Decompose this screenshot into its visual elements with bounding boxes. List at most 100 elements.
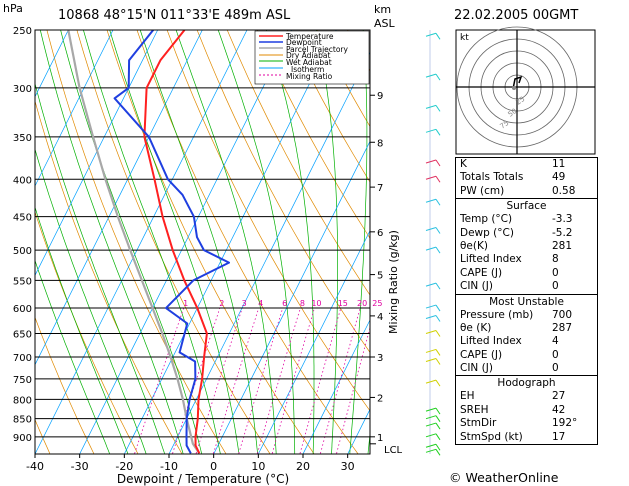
series-parcel-trajectory [67, 30, 201, 454]
isotherm-line [168, 51, 370, 454]
wind-barb-flag [435, 129, 441, 136]
wind-barb [425, 433, 437, 438]
height-tick-label: 9 [377, 91, 383, 102]
station-title: 10868 48°15'N 011°33'E 489m ASL [58, 8, 291, 23]
wind-barb-flag [435, 358, 441, 365]
stat-row: Temp (°C) -3.3 [460, 213, 573, 226]
plot-frame [34, 29, 371, 455]
wind-barb-flag [435, 227, 441, 234]
pressure-tick-label: 800 [13, 395, 32, 406]
wet-adiabat-line [175, 30, 277, 454]
wind-barb-flag [435, 422, 441, 430]
wind-barb-flag [435, 415, 441, 422]
isotherm-line [35, 30, 114, 187]
legend-dewpoint: Dewpoint [286, 38, 322, 47]
pressure-tick-label: 700 [13, 353, 32, 364]
wind-barb-flag [435, 349, 441, 356]
wind-barb [425, 422, 437, 427]
height-tick-label: 5 [377, 271, 383, 282]
mixing-ratio-tick-label: 4 [258, 299, 263, 308]
x-tick-label: -10 [160, 460, 178, 473]
wind-barb [425, 159, 437, 164]
height-tick-label: 6 [377, 228, 383, 239]
hodograph-ring-label-25: 25 [515, 95, 527, 107]
wet-adiabat-line [217, 30, 296, 454]
mixing-ratio-tick-label: 6 [282, 299, 287, 308]
wind-barb [425, 198, 437, 203]
stat-row: Totals Totals 49 [460, 171, 566, 184]
wind-barb [425, 104, 437, 109]
mixing-ratio-axis-title: Mixing Ratio (g/kg) [387, 230, 400, 334]
wet-adiabat-line [39, 30, 184, 454]
pressure-tick-label: 600 [13, 304, 32, 315]
wind-barb-flag [435, 282, 441, 290]
x-tick-label: 20 [296, 460, 310, 473]
stat-row: θe(K) 281 [460, 239, 573, 252]
wet-adiabat-line [265, 30, 315, 454]
dry-adiabat-line [0, 30, 6, 454]
isotherm-line [35, 30, 158, 277]
x-tick-label: -40 [26, 460, 44, 473]
pressure-tick-label: 450 [13, 213, 32, 224]
wind-barb-flag [435, 159, 441, 167]
pressure-tick-label: 550 [13, 276, 32, 287]
mixing-ratio-tick-label: 25 [372, 299, 382, 308]
isotherm-line [257, 229, 370, 454]
height-tick-label: 1 [377, 433, 383, 444]
dry-adiabat-line [618, 30, 629, 454]
x-tick-label: -20 [115, 460, 133, 473]
hodograph-unit: kt [460, 33, 469, 43]
wind-barb [425, 443, 437, 448]
wind-barb-flag [435, 246, 441, 254]
dry-adiabat-line [226, 30, 370, 296]
hodograph-frame [455, 29, 596, 155]
legend-parcel: Parcel Trajectory [286, 45, 348, 54]
dry-adiabat-line [106, 30, 315, 454]
stat-row: Lifted Index 4 [460, 335, 559, 348]
series-dewpoint [113, 30, 230, 454]
wind-barb-flag [435, 407, 441, 415]
wind-barb [425, 128, 437, 133]
wind-barb [425, 314, 437, 319]
stat-row: Dewp (°C) -5.2 [460, 226, 573, 239]
datetime-label: 22.02.2005 00GMT [454, 8, 578, 23]
x-tick-label: 30 [341, 460, 355, 473]
dry-adiabat-line [286, 30, 370, 183]
stat-row: Lifted Index 8 [460, 253, 559, 266]
mixing-ratio-tick-label: 10 [311, 299, 321, 308]
copyright-label: © WeatherOnline [449, 470, 559, 485]
hodograph-ring-label-50: 50 [507, 107, 519, 119]
isotherm-line [35, 30, 203, 366]
wind-barb-flag [435, 105, 441, 112]
isotherm-line [35, 30, 69, 98]
wind-barb-flag [435, 433, 441, 441]
stats-table: K 11 Totals Totals 49 PW (cm) 0.58 Surface … [455, 157, 598, 446]
wet-adiabat-line [35, 148, 147, 454]
stat-row: PW (cm) 0.58 [460, 184, 576, 197]
wet-adiabat-line [349, 30, 368, 454]
mixing-ratio-line [336, 326, 370, 454]
stat-row: CAPE (J) 0 [460, 266, 559, 279]
hodograph-ring-label-75: 75 [499, 119, 511, 131]
legend-mixing-ratio: Mixing Ratio [286, 72, 333, 81]
wind-barb [425, 227, 437, 231]
wind-barb-flag [435, 33, 441, 40]
height-tick-label: 7 [377, 183, 383, 194]
pressure-tick-label: 300 [13, 84, 32, 95]
wind-barb [425, 348, 437, 353]
legend-wet-adiabat: Wet Adiabat [286, 58, 332, 67]
legend: Temperature Dewpoint Parcel Trajectory D… [254, 30, 370, 85]
mixing-ratio-line [319, 307, 361, 454]
wind-barb-flag [435, 304, 441, 312]
stat-row: SREH 42 [460, 403, 566, 416]
mixing-ratio-tick-label: 8 [300, 299, 305, 308]
stat-row: CIN (J) 0 [460, 280, 559, 293]
pressure-tick-label: 250 [13, 26, 32, 37]
wind-barb-flag [435, 73, 441, 81]
pressure-tick-label: 400 [13, 175, 32, 186]
hodograph-trace [512, 75, 523, 90]
section-title-most-unstable: Most Unstable [456, 293, 597, 309]
dry-adiabat-line [35, 99, 183, 454]
height-tick-label: 3 [377, 353, 383, 364]
